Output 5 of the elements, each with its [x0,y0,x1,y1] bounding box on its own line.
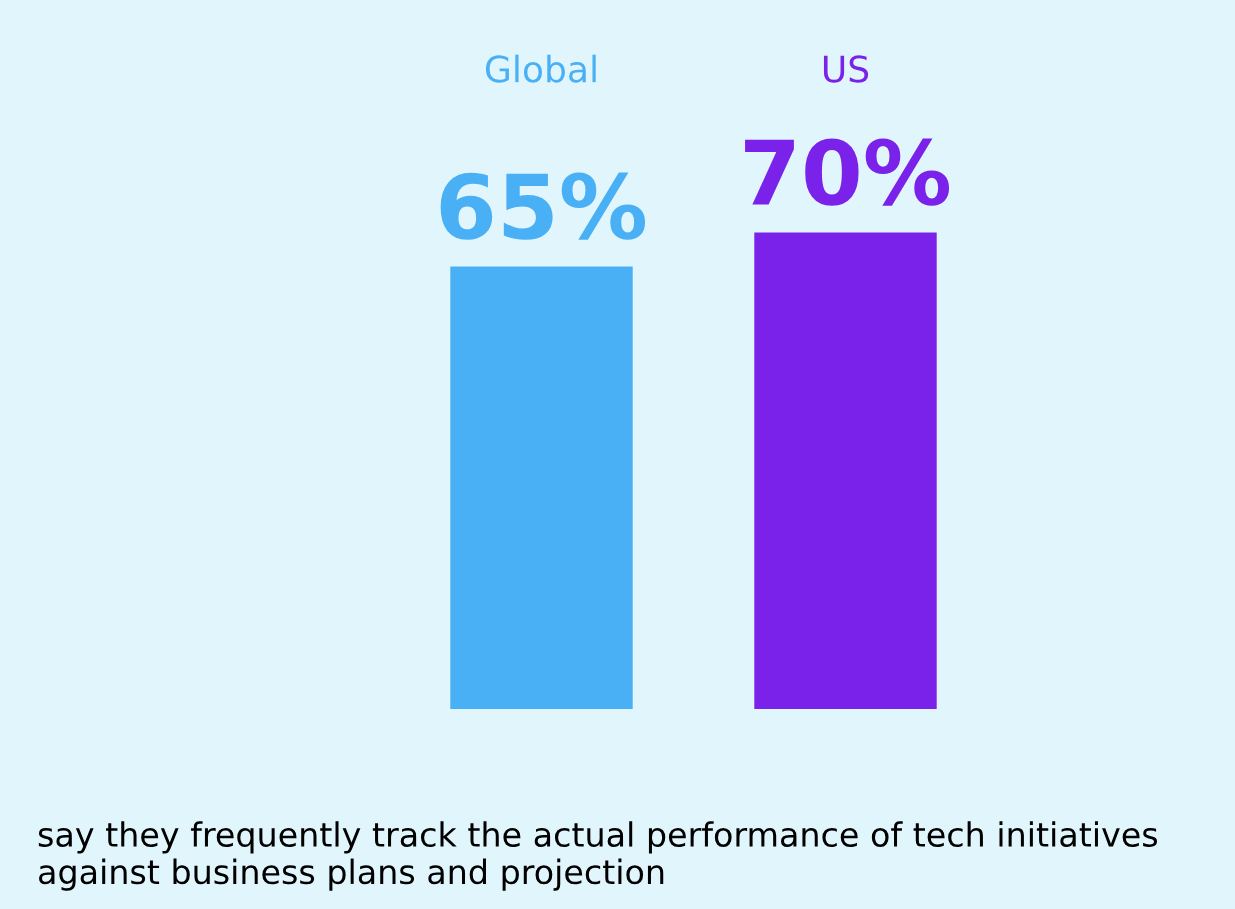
data-label: 70% [745,138,950,206]
x-tick-label: Global [485,54,596,83]
data-label: 65% [440,172,646,240]
text: say they frequently track the actual performance of tech initiatives against business plans and projection [38,821,1158,891]
x-tick-label: US [823,55,869,83]
